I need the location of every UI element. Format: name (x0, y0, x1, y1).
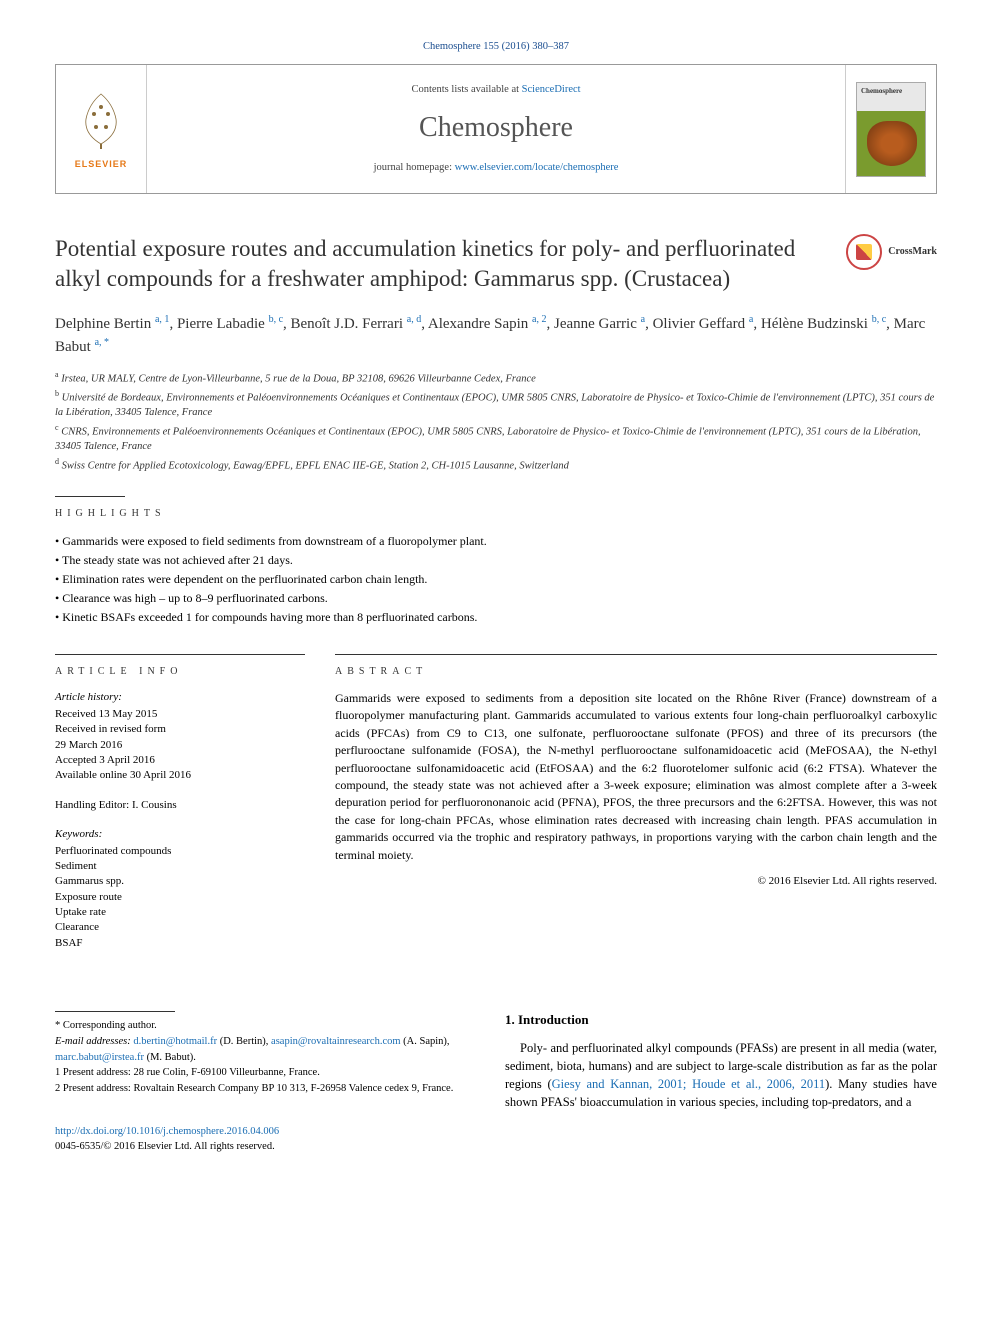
email-addresses: E-mail addresses: d.bertin@hotmail.fr (D… (55, 1034, 475, 1066)
sciencedirect-link[interactable]: ScienceDirect (522, 84, 581, 95)
doi-link[interactable]: http://dx.doi.org/10.1016/j.chemosphere.… (55, 1125, 475, 1140)
publisher-logo-block: ELSEVIER (56, 81, 146, 178)
highlights-list: Gammarids were exposed to field sediment… (55, 533, 937, 626)
author-affil-sup: a, 2 (532, 314, 546, 325)
email-link[interactable]: marc.babut@irstea.fr (55, 1052, 144, 1063)
highlight-item: Gammarids were exposed to field sediment… (55, 533, 937, 549)
author-list: Delphine Bertin a, 1, Pierre Labadie b, … (55, 312, 937, 359)
author-name: Benoît J.D. Ferrari (291, 316, 403, 332)
journal-cover-thumbnail: Chemosphere (856, 82, 926, 177)
journal-homepage-line: journal homepage: www.elsevier.com/locat… (147, 161, 845, 175)
email-link[interactable]: asapin@rovaltainresearch.com (271, 1036, 401, 1047)
author-name: Delphine Bertin (55, 316, 151, 332)
author-name: Hélène Budzinski (761, 316, 868, 332)
affiliations: a Irstea, UR MALY, Centre de Lyon-Villeu… (55, 369, 937, 474)
highlight-item: The steady state was not achieved after … (55, 552, 937, 568)
author-name: Pierre Labadie (177, 316, 265, 332)
author-affil-sup: b, c (872, 314, 886, 325)
history-dates: Received 13 May 2015Received in revised … (55, 707, 305, 784)
crossmark-icon (846, 234, 882, 270)
article-info-label: ARTICLE INFO (55, 665, 305, 679)
handling-editor: Handling Editor: I. Cousins (55, 798, 305, 813)
highlight-item: Clearance was high – up to 8–9 perfluori… (55, 590, 937, 606)
journal-name: Chemosphere (147, 109, 845, 147)
corresponding-author-note: * Corresponding author. (55, 1018, 475, 1034)
keywords-list: Perfluorinated compoundsSedimentGammarus… (55, 844, 305, 952)
author-affil-sup: b, c (269, 314, 283, 325)
abstract-text: Gammarids were exposed to sediments from… (335, 690, 937, 864)
intro-heading: 1. Introduction (505, 1011, 937, 1029)
journal-homepage-link[interactable]: www.elsevier.com/locate/chemosphere (455, 162, 619, 173)
present-address-2: 2 Present address: Rovaltain Research Co… (55, 1081, 475, 1097)
publisher-name: ELSEVIER (74, 158, 129, 170)
author-name: Olivier Geffard (653, 316, 746, 332)
footnotes: * Corresponding author. E-mail addresses… (55, 1011, 475, 1154)
highlight-item: Kinetic BSAFs exceeded 1 for compounds h… (55, 609, 937, 625)
article-title: Potential exposure routes and accumulati… (55, 234, 846, 294)
elsevier-tree-icon (74, 89, 129, 149)
citation-link[interactable]: Giesy and Kannan, 2001; Houde et al., 20… (552, 1077, 825, 1091)
citation-line: Chemosphere 155 (2016) 380–387 (55, 40, 937, 54)
author-affil-sup: a, * (95, 337, 109, 348)
present-address-1: 1 Present address: 28 rue Colin, F-69100… (55, 1065, 475, 1081)
article-info-panel: ARTICLE INFO Article history: Received 1… (55, 654, 305, 952)
abstract-copyright: © 2016 Elsevier Ltd. All rights reserved… (335, 874, 937, 889)
author-name: Alexandre Sapin (428, 316, 528, 332)
highlights-label: HIGHLIGHTS (55, 507, 937, 521)
email-link[interactable]: d.bertin@hotmail.fr (133, 1036, 217, 1047)
introduction-section: 1. Introduction Poly- and perfluorinated… (505, 1011, 937, 1154)
author-affil-sup: a (749, 314, 753, 325)
contents-lists-line: Contents lists available at ScienceDirec… (147, 83, 845, 97)
abstract-label: ABSTRACT (335, 665, 937, 679)
history-label: Article history: (55, 690, 305, 705)
intro-paragraph: Poly- and perfluorinated alkyl compounds… (505, 1039, 937, 1112)
abstract-panel: ABSTRACT Gammarids were exposed to sedim… (335, 654, 937, 952)
crossmark-badge[interactable]: CrossMark (846, 234, 937, 270)
highlight-item: Elimination rates were dependent on the … (55, 571, 937, 587)
issn-copyright: 0045-6535/© 2016 Elsevier Ltd. All right… (55, 1140, 475, 1155)
author-name: Jeanne Garric (554, 316, 637, 332)
author-affil-sup: a, 1 (155, 314, 169, 325)
author-affil-sup: a (641, 314, 645, 325)
journal-header: ELSEVIER Contents lists available at Sci… (55, 64, 937, 194)
keywords-label: Keywords: (55, 827, 305, 842)
author-affil-sup: a, d (407, 314, 421, 325)
